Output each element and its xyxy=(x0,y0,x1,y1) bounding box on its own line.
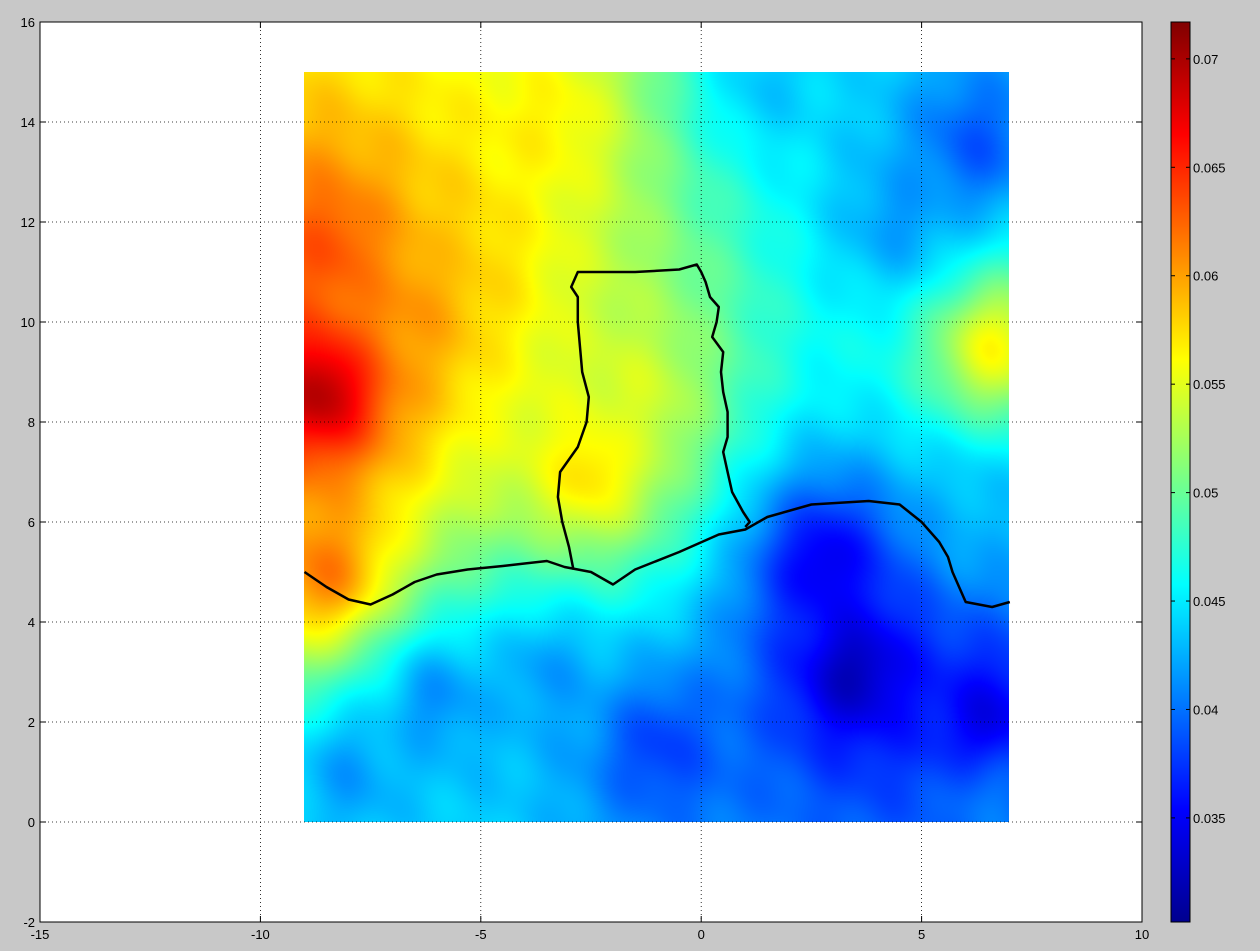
colorbar-tick-label: 0.035 xyxy=(1193,811,1226,826)
y-tick-label: 4 xyxy=(28,615,35,630)
y-tick-label: -2 xyxy=(23,915,35,930)
colorbar-tick-label: 0.04 xyxy=(1193,702,1218,717)
colorbar-tick-label: 0.055 xyxy=(1193,377,1226,392)
country-border xyxy=(556,263,751,570)
x-tick-label: 0 xyxy=(698,927,705,942)
colorbar-tick-label: 0.05 xyxy=(1193,486,1218,501)
y-tick-label: 16 xyxy=(21,15,35,30)
colorbar-ticks: 0.035 0.04 0.045 0.05 0.055 0.06 0.065 0.07 xyxy=(1171,52,1226,826)
colorbar-tick-label: 0.065 xyxy=(1193,160,1226,175)
x-tick-label: -5 xyxy=(475,927,487,942)
colorbar-tick-label: 0.045 xyxy=(1193,594,1226,609)
y-tick-label: 12 xyxy=(21,215,35,230)
x-tick-label: 10 xyxy=(1135,927,1149,942)
y-tick-label: 10 xyxy=(21,315,35,330)
x-axis: -15 -10 -5 0 5 10 xyxy=(31,22,1149,942)
y-tick-label: 2 xyxy=(28,715,35,730)
axes-frame xyxy=(39,21,1143,923)
y-tick-label: 6 xyxy=(28,515,35,530)
colorbar-tick-label: 0.06 xyxy=(1193,269,1218,284)
coastline xyxy=(303,499,1011,609)
x-tick-label: 5 xyxy=(918,927,925,942)
x-tick-label: -10 xyxy=(251,927,270,942)
y-tick-label: 14 xyxy=(21,115,35,130)
colorbar xyxy=(1170,21,1191,923)
heatmap-field xyxy=(304,72,1010,822)
x-tick-label: -15 xyxy=(31,927,50,942)
y-axis: -2 0 2 4 6 8 10 12 14 16 xyxy=(21,15,1142,930)
y-tick-label: 8 xyxy=(28,415,35,430)
colorbar-tick-label: 0.07 xyxy=(1193,52,1218,67)
y-tick-label: 0 xyxy=(28,815,35,830)
